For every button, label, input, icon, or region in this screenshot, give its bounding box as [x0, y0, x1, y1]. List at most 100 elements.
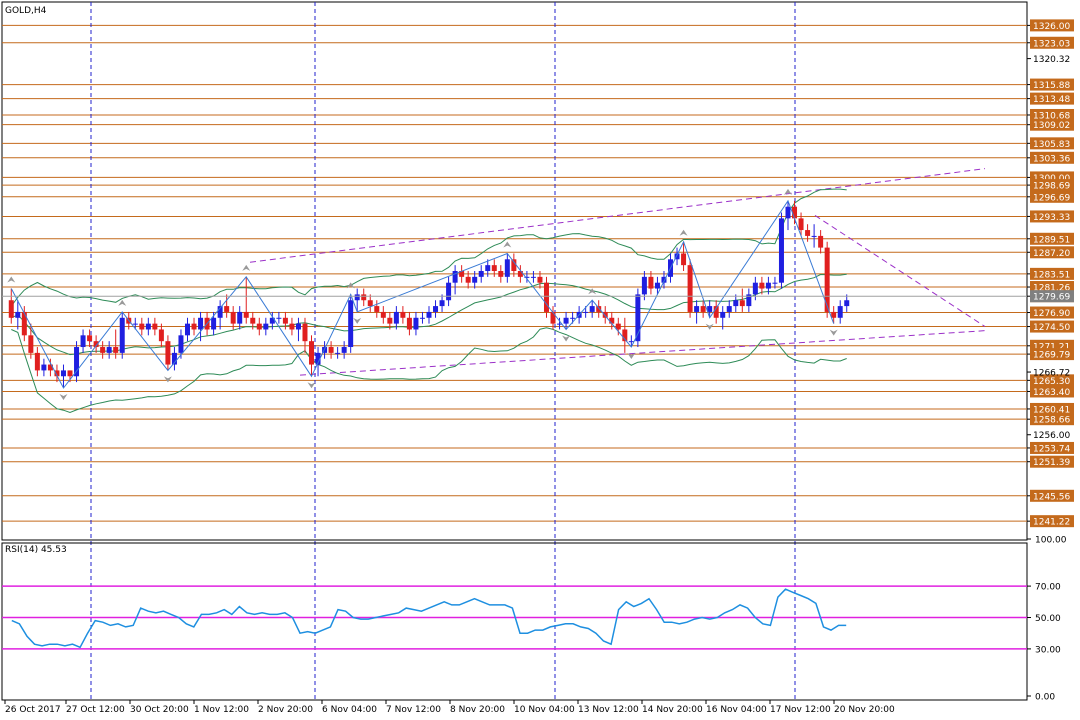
fractal-down-arrow: [307, 382, 316, 389]
candle-bear: [224, 306, 230, 312]
time-label: 20 Nov 20:00: [834, 705, 895, 715]
candle-bull: [263, 323, 269, 330]
candle-bear: [805, 230, 811, 236]
current-price-label: 1279.69: [1033, 293, 1070, 303]
candle-bear: [602, 311, 608, 318]
candle-bear: [792, 206, 798, 219]
fractal-up-arrow: [118, 299, 127, 306]
price-label-box: [1030, 320, 1074, 333]
candle-bull: [80, 335, 86, 348]
candle-bull: [478, 271, 484, 277]
candle-bull: [772, 282, 778, 284]
fractal-up-arrow: [783, 188, 792, 195]
candle-bull: [485, 265, 491, 271]
candle-bear: [67, 370, 73, 377]
candle-bear: [700, 306, 706, 312]
price-label-box: [1030, 108, 1074, 121]
candle-bear: [400, 311, 406, 318]
rsi-axis-label: 0.00: [1035, 693, 1055, 703]
rsi-axis-label: 70.00: [1035, 583, 1061, 593]
candle-bear: [713, 306, 719, 318]
candle-bear: [831, 311, 837, 318]
candle-bear: [517, 271, 523, 277]
candle-bull: [452, 271, 458, 283]
candle-bear: [87, 335, 93, 342]
candle-bull: [524, 276, 530, 278]
candle-bear: [54, 370, 60, 377]
candle-bull: [530, 276, 536, 278]
candle-bull: [269, 317, 275, 324]
price-label-box: [1030, 151, 1074, 164]
candle-bull: [746, 294, 752, 307]
price-label: 1253.74: [1033, 444, 1070, 454]
candle-bear: [543, 282, 549, 312]
price-label: 1310.68: [1033, 111, 1070, 121]
candle-bull: [171, 352, 177, 365]
fractal-down-arrow: [59, 393, 68, 400]
price-label: 1251.39: [1033, 458, 1070, 468]
candle-bull: [707, 306, 713, 312]
bollinger-upper-band: [10, 188, 847, 307]
fractal-down-arrow: [627, 353, 636, 360]
candle-bear: [798, 218, 804, 231]
candle-bear: [328, 347, 334, 353]
candle-bear: [622, 329, 628, 342]
channel-lower-line: [299, 330, 986, 376]
candle-bear: [361, 294, 367, 301]
price-label: 1241.22: [1033, 518, 1070, 528]
price-label: 1309.02: [1033, 121, 1070, 131]
price-label-box: [1030, 402, 1074, 415]
candle-bear: [374, 306, 380, 312]
candle-bear: [498, 271, 504, 277]
price-label-box: [1030, 306, 1074, 319]
fractal-up-arrow: [7, 276, 16, 283]
price-pane[interactable]: [1, 1, 1028, 700]
price-label-box: [1030, 267, 1074, 280]
candle-bull: [106, 347, 112, 353]
price-label-box: [1030, 455, 1074, 468]
candle-bull: [439, 300, 445, 307]
price-label: 1281.26: [1033, 284, 1070, 294]
price-label-box: [1030, 515, 1074, 528]
candle-bear: [459, 271, 465, 277]
candle-bull: [844, 300, 850, 307]
candle-bull: [694, 306, 700, 312]
rsi-pane[interactable]: [1, 542, 1028, 701]
time-label: 13 Nov 12:00: [578, 705, 639, 715]
price-label: 1287.20: [1033, 249, 1070, 259]
price-label: 1260.41: [1033, 405, 1070, 415]
candle-bull: [557, 323, 563, 325]
candle-bear: [537, 276, 543, 283]
fractal-up-arrow: [242, 264, 251, 271]
rsi-axis-label: 100.00: [1035, 536, 1067, 546]
candle-bull: [628, 341, 634, 343]
candle-bull: [74, 347, 80, 377]
candle-bull: [570, 317, 576, 319]
candle-bear: [93, 341, 99, 348]
price-label-box: [1030, 232, 1074, 245]
rsi-label: RSI(14) 45.53: [5, 545, 67, 555]
price-label-box: [1030, 190, 1074, 203]
price-label: 1258.66: [1033, 416, 1070, 426]
candle-bear: [550, 311, 556, 324]
candle-bull: [733, 300, 739, 307]
candle-bear: [511, 259, 517, 271]
price-label-box: [1030, 210, 1074, 223]
price-label-box: [1030, 36, 1074, 49]
candle-bear: [824, 247, 830, 312]
time-label: 8 Nov 20:00: [450, 705, 505, 715]
candle-bull: [583, 311, 589, 313]
candle-bull: [295, 323, 301, 330]
price-label: 1323.03: [1033, 39, 1070, 49]
price-label: 1296.69: [1033, 193, 1070, 203]
candle-bull: [341, 347, 347, 353]
candle-bull: [198, 317, 204, 330]
price-label-box: [1030, 413, 1074, 426]
candle-bear: [818, 235, 824, 248]
fractal-down-arrow: [353, 317, 362, 324]
time-label: 26 Oct 2017: [5, 705, 61, 715]
price-label: 1274.50: [1033, 323, 1070, 333]
price-label-box: [1030, 179, 1074, 192]
time-label: 2 Nov 20:00: [258, 705, 313, 715]
